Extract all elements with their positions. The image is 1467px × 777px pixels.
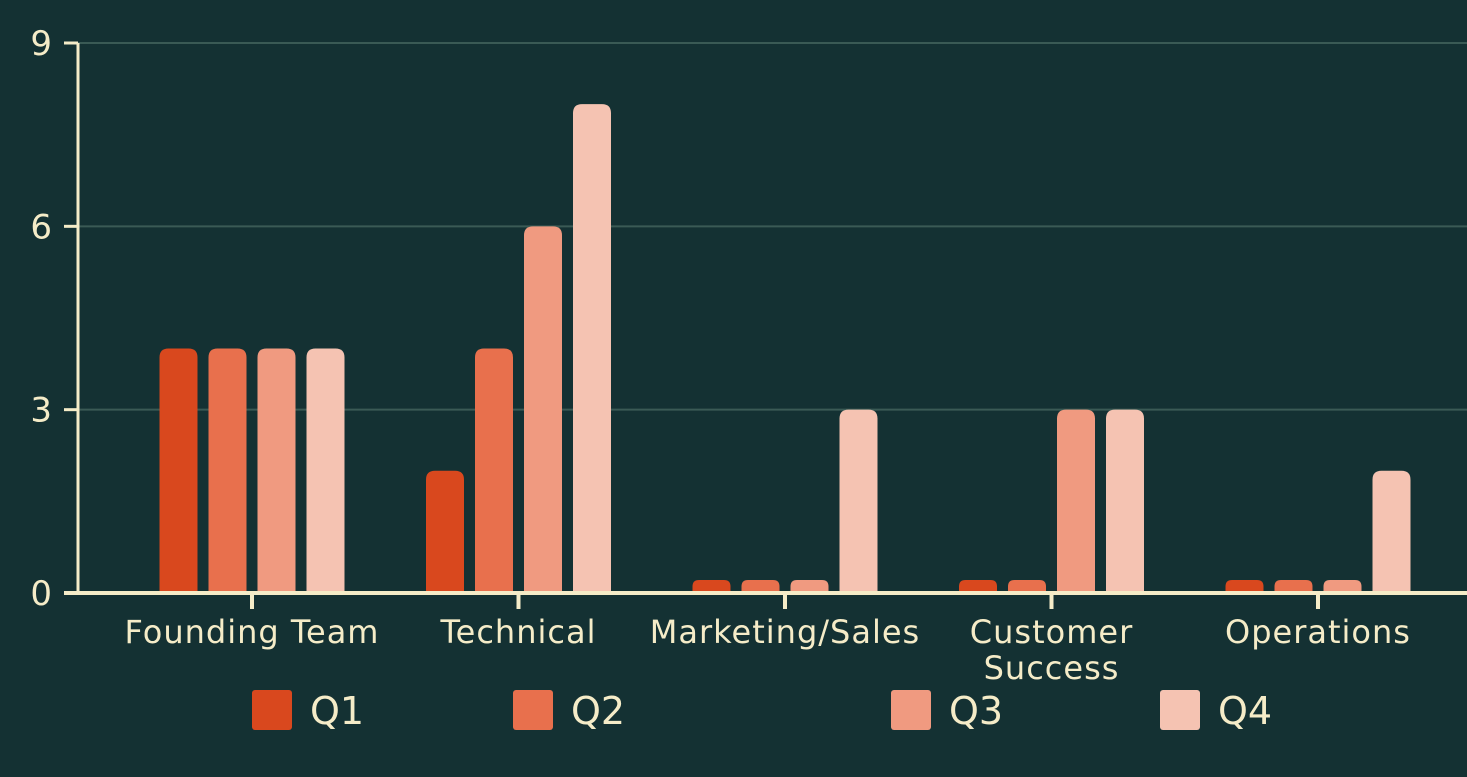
x-tick-label: Marketing/Sales	[650, 613, 920, 651]
legend-label: Q1	[310, 689, 364, 733]
bar-q4-customer-success	[1106, 409, 1144, 593]
legend-swatch	[252, 690, 292, 730]
y-axis-ticks: 0 3 6 9	[30, 24, 78, 614]
bars	[159, 104, 1411, 594]
legend-item-q1: Q1	[252, 689, 364, 733]
legend: Q1 Q2 Q3 Q4	[252, 689, 1272, 733]
y-tick-label: 6	[30, 207, 52, 247]
x-tick-label: Operations	[1225, 613, 1411, 651]
bar-q2-operations	[1274, 580, 1313, 593]
bar-q2-marketing-sales	[741, 580, 780, 593]
legend-label: Q4	[1218, 689, 1272, 733]
bar-q4-marketing-sales	[839, 409, 878, 593]
bar-q2-technical	[475, 348, 513, 593]
legend-item-q4: Q4	[1160, 689, 1272, 733]
bar-q4-operations	[1372, 470, 1411, 593]
bar-q1-founding-team	[159, 348, 198, 593]
legend-item-q2: Q2	[513, 689, 625, 733]
bar-q1-marketing-sales	[692, 580, 731, 593]
bar-q3-technical	[524, 226, 562, 594]
legend-label: Q3	[949, 689, 1003, 733]
bar-q3-customer-success	[1057, 409, 1095, 593]
bar-q2-founding-team	[208, 348, 247, 593]
legend-swatch	[1160, 690, 1200, 730]
y-tick-label: 0	[30, 574, 52, 614]
legend-swatch	[891, 690, 931, 730]
legend-label: Q2	[571, 689, 625, 733]
bar-q4-founding-team	[306, 348, 345, 593]
bar-q3-marketing-sales	[790, 580, 829, 593]
bar-q1-operations	[1225, 580, 1264, 593]
bar-q4-technical	[573, 104, 611, 593]
bar-q1-technical	[426, 470, 464, 593]
x-tick-label: Founding Team	[125, 613, 380, 651]
legend-swatch	[513, 690, 553, 730]
bar-q3-founding-team	[257, 348, 296, 593]
y-tick-label: 9	[30, 24, 52, 64]
x-axis-ticks: Founding Team Technical Marketing/Sales Cus…	[125, 593, 1411, 687]
x-tick-label: Technical	[440, 613, 597, 651]
bar-q1-customer-success	[959, 580, 997, 593]
bar-q2-customer-success	[1008, 580, 1046, 593]
axes	[64, 43, 1467, 595]
bar-q3-operations	[1323, 580, 1362, 593]
x-tick-label: Customer Success	[970, 613, 1133, 687]
legend-item-q3: Q3	[891, 689, 1003, 733]
y-tick-label: 3	[30, 391, 52, 431]
